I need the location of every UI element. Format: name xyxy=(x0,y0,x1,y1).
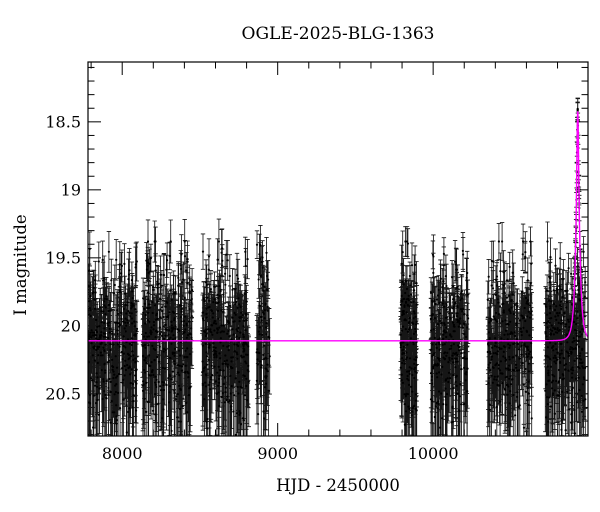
y-tick-label: 20.5 xyxy=(45,384,81,403)
x-tick-label: 8000 xyxy=(102,444,143,463)
plot-content: 8000 9000 10000 18.5 19 19.5 20 20.5 xyxy=(45,62,588,463)
axis-ticks: 8000 9000 10000 18.5 19 19.5 20 20.5 xyxy=(45,62,588,463)
y-axis-label: I magnitude xyxy=(11,214,30,315)
data-points xyxy=(88,97,588,436)
season-error-bars xyxy=(485,222,534,436)
x-tick-label: 10000 xyxy=(408,444,459,463)
season-points xyxy=(399,240,418,436)
y-tick-label: 20 xyxy=(61,316,81,335)
season-points xyxy=(544,240,587,435)
season-error-bars xyxy=(140,218,195,436)
season-points xyxy=(88,247,139,434)
plot-frame xyxy=(87,61,589,437)
y-tick-label: 18.5 xyxy=(45,112,81,131)
x-tick-label: 9000 xyxy=(257,444,298,463)
x-axis-label: HJD - 2450000 xyxy=(276,476,400,495)
model-curve xyxy=(88,111,588,342)
season-points xyxy=(141,240,194,432)
season-points xyxy=(255,243,271,420)
season-points xyxy=(486,240,533,429)
plot-title: OGLE-2025-BLG-1363 xyxy=(242,24,435,44)
y-tick-label: 19.5 xyxy=(45,248,81,267)
season-points xyxy=(201,240,250,436)
y-tick-label: 19 xyxy=(61,180,81,199)
